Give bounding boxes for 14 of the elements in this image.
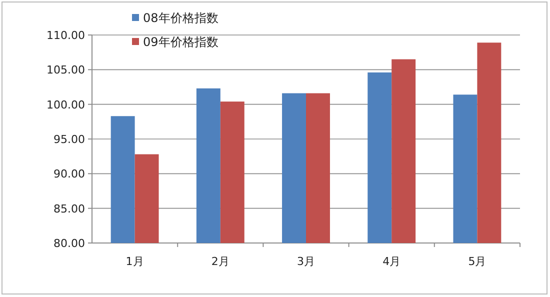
y-tick-label: 85.00 — [54, 202, 85, 216]
legend-label: 09年价格指数 — [143, 35, 218, 49]
y-tick-label: 100.00 — [46, 98, 85, 112]
y-tick-label: 110.00 — [46, 29, 85, 42]
x-tick-label: 5月 — [468, 255, 486, 268]
x-tick-label: 3月 — [297, 255, 315, 268]
y-tick-label: 80.00 — [54, 237, 85, 250]
legend-label: 08年价格指数 — [143, 11, 218, 25]
x-tick-label: 1月 — [126, 255, 144, 268]
y-tick-label: 105.00 — [46, 64, 85, 77]
x-tick-label: 4月 — [382, 255, 401, 268]
y-tick-label: 95.00 — [54, 133, 85, 146]
y-tick-label: 90.00 — [54, 168, 85, 181]
x-tick-label: 2月 — [211, 255, 230, 268]
